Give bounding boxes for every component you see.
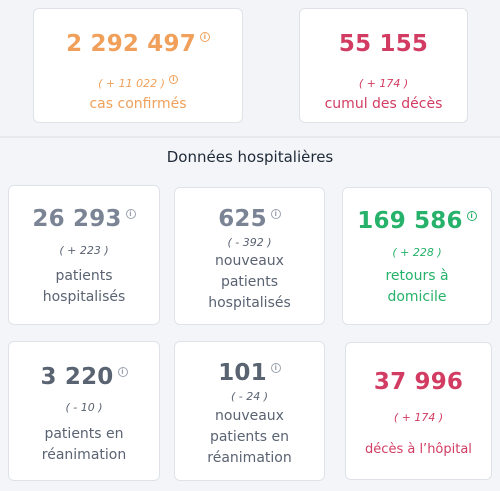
icu-value-row: 3 220 i (9, 364, 159, 390)
info-icon[interactable]: i (168, 75, 178, 84)
new-hospitalized-label-line-2: patients (220, 274, 279, 290)
deaths-total-label: cumul des décès (324, 96, 443, 112)
new-hospitalized-label: nouveaux patients hospitalisés (175, 251, 324, 314)
confirmed-cases-card: 2 292 497 i ( + 11 022 ) i cas confirmés (33, 8, 243, 123)
home-returns-card: 169 586 i ( + 228 ) retours à domicile (342, 187, 492, 325)
info-icon[interactable]: i (125, 209, 136, 219)
section-title: Données hospitalières (166, 148, 334, 166)
home-returns-value-row: 169 586 i (343, 208, 491, 234)
hospital-deaths-value: 37 996 (373, 369, 464, 395)
hospitalized-value: 26 293 (32, 206, 122, 232)
new-hospitalized-label-line-1: nouveaux (215, 253, 284, 269)
info-icon[interactable]: i (117, 367, 128, 377)
hospital-deaths-delta: ( + 174 ) (393, 411, 444, 424)
icu-card: 3 220 i ( - 10 ) patients en réanimation (8, 341, 160, 481)
hospital-deaths-card: 37 996 ( + 174 ) décès à l’hôpital (345, 342, 492, 480)
hospitalized-label: patients hospitalisés (9, 266, 159, 308)
hospitalized-label-line-2: hospitalisés (42, 289, 126, 305)
deaths-total-value: 55 155 (338, 31, 429, 57)
new-icu-label: nouveaux patients en réanimation (175, 406, 324, 469)
confirmed-cases-label: cas confirmés (89, 96, 187, 112)
confirmed-cases-delta: ( + 11 022 ) (98, 77, 165, 90)
deaths-total-card: 55 155 ( + 174 ) cumul des décès (299, 8, 468, 123)
icu-value: 3 220 (40, 364, 114, 390)
new-hospitalized-value-row: 625 i (175, 206, 324, 232)
hospital-deaths-label-line-1: décès à l’hôpital (365, 442, 472, 457)
new-hospitalized-card: 625 i ( - 392 ) nouveaux patients hospita… (174, 187, 325, 325)
new-hospitalized-label-line-3: hospitalisés (208, 295, 291, 311)
new-hospitalized-value: 625 (218, 206, 267, 232)
new-icu-value: 101 (218, 360, 267, 386)
info-icon[interactable]: i (466, 211, 477, 221)
confirmed-cases-value-row: 2 292 497 i (34, 31, 242, 57)
new-icu-label-line-2: patients en (209, 429, 290, 445)
new-icu-label-line-3: réanimation (207, 450, 292, 466)
section-divider (0, 136, 500, 138)
confirmed-cases-value: 2 292 497 (66, 31, 196, 57)
info-icon[interactable]: i (270, 363, 281, 373)
hospital-deaths-label: décès à l’hôpital (346, 439, 491, 460)
hospitalized-card: 26 293 i ( + 223 ) patients hospitalisés (8, 185, 160, 325)
new-icu-label-line-1: nouveaux (215, 408, 284, 424)
home-returns-label-line-2: domicile (387, 289, 447, 305)
home-returns-delta: ( + 228 ) (392, 246, 442, 259)
hospitalized-delta: ( + 223 ) (59, 244, 109, 257)
icu-label-line-2: réanimation (41, 447, 127, 463)
icu-delta: ( - 10 ) (65, 401, 103, 414)
new-icu-delta: ( - 24 ) (230, 390, 269, 403)
home-returns-value: 169 586 (357, 208, 463, 234)
deaths-total-delta: ( + 174 ) (358, 77, 409, 90)
home-returns-label: retours à domicile (343, 266, 491, 308)
info-icon[interactable]: i (199, 32, 210, 42)
confirmed-cases-delta-row: ( + 11 022 ) i (34, 75, 242, 90)
new-icu-value-row: 101 i (175, 360, 324, 386)
new-hospitalized-delta: ( - 392 ) (227, 236, 272, 249)
icu-label: patients en réanimation (9, 424, 159, 466)
new-icu-card: 101 i ( - 24 ) nouveaux patients en réani… (174, 341, 325, 481)
hospitalized-value-row: 26 293 i (9, 206, 159, 232)
info-icon[interactable]: i (270, 209, 281, 219)
hospitalized-label-line-1: patients (55, 268, 113, 284)
icu-label-line-1: patients en (44, 426, 124, 442)
home-returns-label-line-1: retours à (385, 268, 449, 284)
